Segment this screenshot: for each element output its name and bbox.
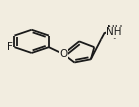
Text: O: O (59, 49, 67, 59)
Text: NH: NH (106, 27, 122, 37)
Text: NH: NH (107, 25, 122, 36)
Text: F: F (7, 42, 13, 52)
